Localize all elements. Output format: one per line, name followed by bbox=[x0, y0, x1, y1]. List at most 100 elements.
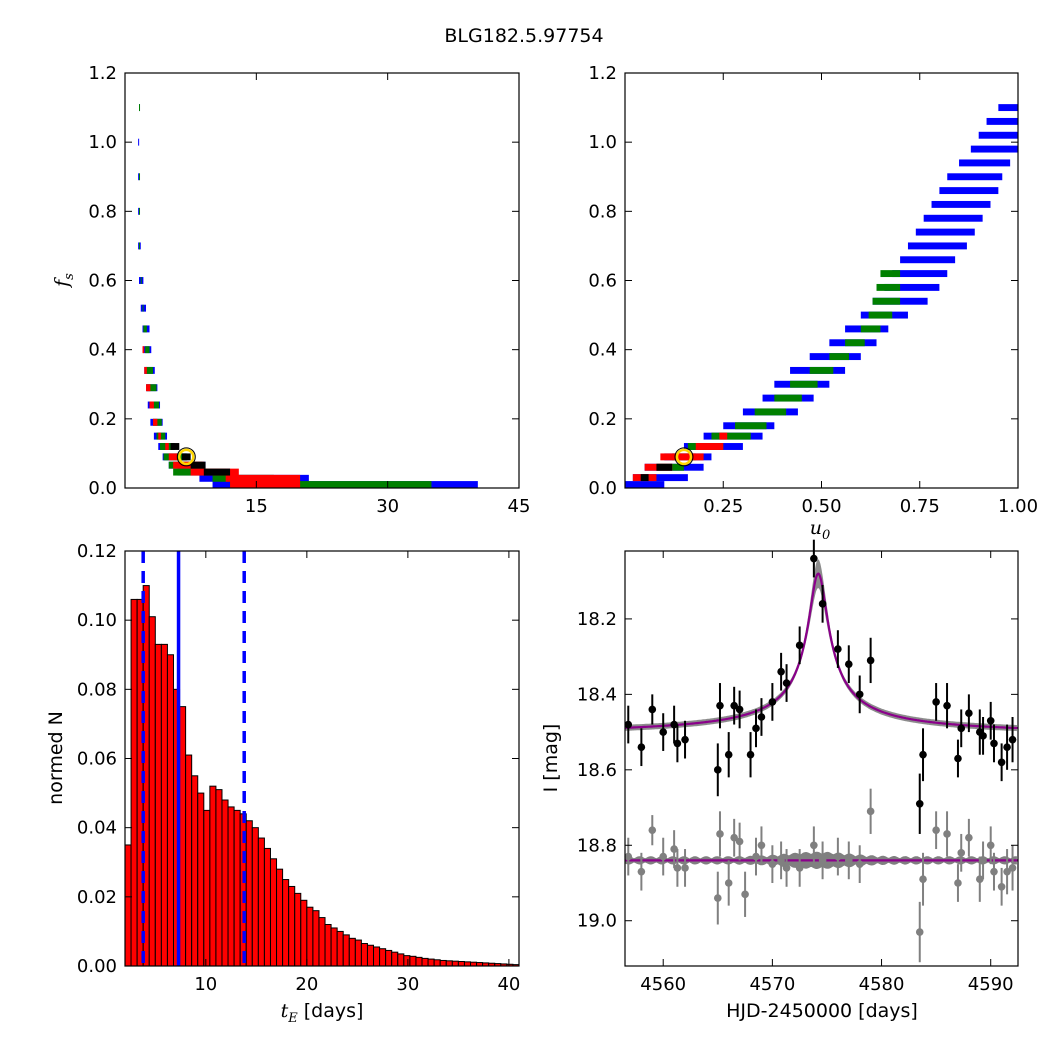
histogram-bar bbox=[379, 948, 387, 967]
figure-title: BLG182.5.97754 bbox=[444, 25, 603, 47]
histogram-bar bbox=[166, 654, 174, 967]
posterior-cell-mid bbox=[872, 297, 901, 305]
histogram-bar bbox=[366, 944, 375, 967]
data-point bbox=[957, 724, 966, 733]
best-fit-marker bbox=[178, 448, 195, 466]
posterior-cell-mid bbox=[829, 353, 850, 361]
posterior-cell-outer bbox=[947, 173, 1003, 181]
histogram-bar bbox=[191, 775, 199, 967]
histogram-bar bbox=[324, 924, 332, 967]
residual-point bbox=[818, 856, 827, 865]
data-point bbox=[735, 705, 744, 714]
data-point bbox=[954, 754, 962, 763]
data-point bbox=[965, 709, 973, 718]
posterior-cell-mid bbox=[142, 304, 144, 312]
histogram-bar bbox=[209, 785, 217, 967]
residual-point bbox=[752, 852, 760, 861]
histogram-bar bbox=[185, 754, 193, 967]
x-tick-label: 30 bbox=[376, 496, 399, 517]
residual-point bbox=[932, 826, 940, 834]
y-tick-label: 0.06 bbox=[77, 749, 117, 770]
posterior-cell-mid bbox=[809, 366, 834, 374]
residual-point bbox=[768, 860, 777, 868]
histogram-bar bbox=[288, 885, 296, 967]
data-point bbox=[637, 743, 646, 751]
posterior-cell-inner bbox=[225, 474, 301, 482]
histogram-bar bbox=[227, 806, 235, 967]
x-tick-label: 10 bbox=[194, 974, 217, 995]
residual-point bbox=[915, 928, 924, 936]
data-point bbox=[979, 732, 987, 740]
posterior-cell-outer bbox=[923, 214, 983, 222]
histogram-bar bbox=[360, 943, 368, 967]
posterior-cell-core bbox=[640, 474, 649, 482]
data-point bbox=[670, 720, 678, 729]
data-point bbox=[915, 799, 924, 808]
data-point bbox=[681, 735, 689, 744]
posterior-cell-inner bbox=[146, 384, 151, 392]
histogram-bar bbox=[403, 955, 411, 967]
x-tick-label: 40 bbox=[497, 974, 520, 995]
posterior-cell-inner bbox=[230, 481, 301, 488]
posterior-cell-outer bbox=[138, 138, 140, 146]
residual-point bbox=[834, 852, 842, 861]
posterior-cell-mid bbox=[143, 325, 147, 333]
histogram-bar bbox=[318, 917, 326, 967]
posterior-cell-outer bbox=[939, 187, 999, 195]
plot-frame bbox=[624, 550, 1019, 967]
data-point bbox=[810, 554, 818, 563]
y-tick-label: 0.8 bbox=[588, 201, 617, 222]
y-axis-label: fs bbox=[51, 273, 77, 289]
posterior-cell-mid bbox=[845, 339, 865, 347]
histogram-bar bbox=[300, 899, 308, 967]
posterior-cell-mid bbox=[139, 173, 141, 181]
y-tick-label: 1.2 bbox=[588, 63, 617, 84]
data-point bbox=[986, 716, 995, 725]
x-axis-label: HJD-2450000 [days] bbox=[726, 1000, 918, 1022]
residual-point bbox=[648, 826, 657, 834]
histogram-bar bbox=[179, 706, 187, 967]
residual-point bbox=[757, 841, 766, 850]
x-tick-label: 30 bbox=[396, 974, 419, 995]
residual-point bbox=[965, 833, 973, 842]
data-point bbox=[997, 758, 1006, 767]
posterior-cell-inner bbox=[158, 432, 161, 440]
y-tick-label: 0.12 bbox=[77, 541, 117, 562]
y-tick-label: 0.08 bbox=[77, 679, 117, 700]
y-tick-label: 0.4 bbox=[88, 340, 117, 361]
histogram-bar bbox=[233, 809, 241, 967]
residual-point bbox=[975, 875, 984, 884]
residual-point bbox=[670, 845, 678, 853]
data-point bbox=[624, 720, 633, 729]
residual-point bbox=[777, 856, 785, 865]
x-tick-label: 4580 bbox=[859, 974, 905, 995]
posterior-cell-mid bbox=[876, 283, 901, 291]
residual-point bbox=[713, 894, 722, 902]
tE-fs-panel: 15 30 45 0.0 0.2 0.4 0.6 0.8 1.0 1.2 fs bbox=[51, 63, 530, 517]
histogram-bar bbox=[385, 949, 393, 967]
data-point bbox=[844, 660, 853, 668]
data-point bbox=[990, 739, 998, 748]
histogram-bar bbox=[312, 910, 320, 967]
posterior-cell-mid bbox=[790, 380, 818, 388]
y-tick-label: 0.2 bbox=[88, 409, 117, 430]
data-point bbox=[919, 750, 927, 759]
residual-point bbox=[997, 882, 1006, 891]
x-tick-label: 15 bbox=[245, 496, 268, 517]
data-point bbox=[659, 728, 668, 736]
residual-point bbox=[844, 856, 853, 865]
histogram-bar bbox=[257, 837, 265, 967]
best-fit-marker bbox=[675, 448, 693, 466]
histogram-bar bbox=[245, 820, 253, 967]
x-tick-label: 1.00 bbox=[998, 496, 1038, 517]
x-axis-label: u0 bbox=[810, 517, 831, 543]
data-point bbox=[673, 739, 682, 748]
posterior-cell-mid bbox=[146, 366, 154, 374]
residual-point bbox=[1003, 867, 1011, 876]
posterior-cell-outer bbox=[915, 228, 975, 236]
posterior-cell-outer bbox=[970, 145, 1018, 153]
posterior-cell-mid bbox=[735, 422, 767, 430]
histogram-bar bbox=[439, 959, 447, 967]
residual-point bbox=[919, 875, 927, 884]
residual-point bbox=[986, 841, 995, 850]
